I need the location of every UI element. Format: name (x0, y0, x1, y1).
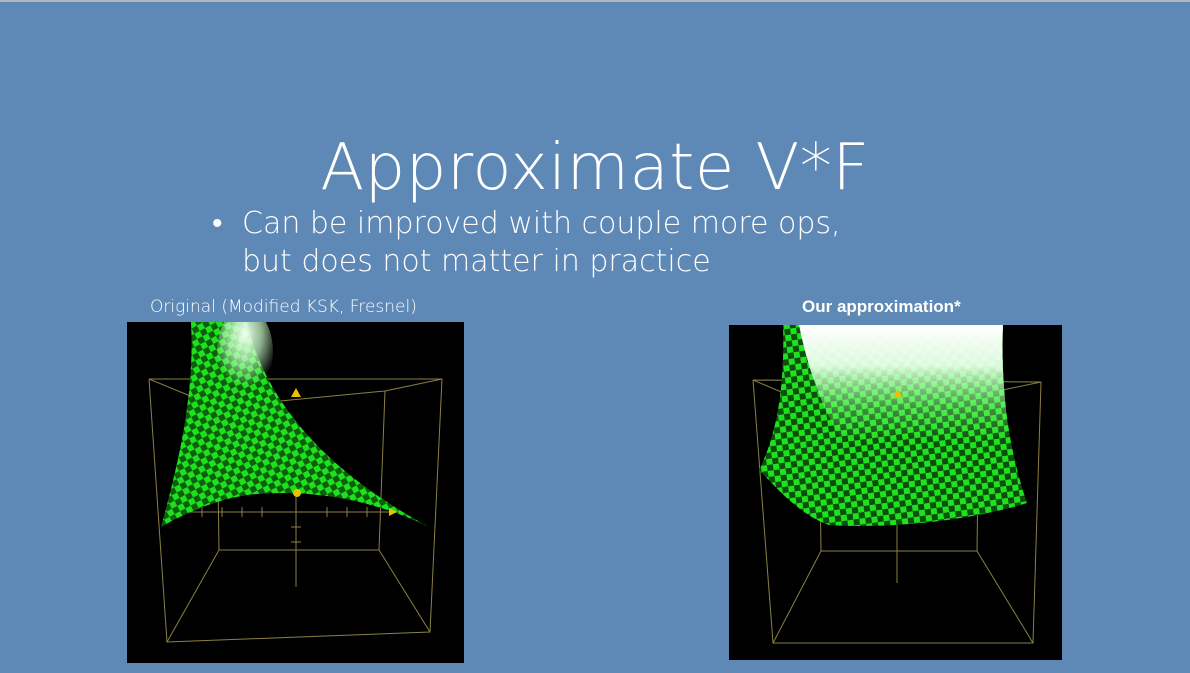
top-divider (0, 0, 1190, 2)
bullet-icon: • (212, 206, 223, 241)
bullet-list: • Can be improved with couple more ops, … (212, 205, 842, 281)
approximation-surface-graphic (752, 325, 1042, 644)
marker-icon (389, 508, 397, 516)
approximation-surface-plot (729, 325, 1062, 660)
axis-lines (167, 497, 395, 587)
bullet-text: Can be improved with couple more ops, bu… (242, 206, 841, 279)
marker-icon (893, 389, 903, 398)
right-plot-caption: Our approximation* (802, 297, 961, 316)
slide-title: Approximate V*F (320, 131, 870, 205)
marker-icon (291, 388, 301, 397)
bullet-item: • Can be improved with couple more ops, … (212, 205, 842, 281)
marker-icon (293, 489, 301, 497)
left-plot-caption: Original (Modified KSK, Fresnel) (150, 297, 417, 317)
original-surface-graphic (148, 322, 443, 643)
original-surface-plot (127, 322, 464, 663)
wireframe-box (148, 378, 443, 643)
